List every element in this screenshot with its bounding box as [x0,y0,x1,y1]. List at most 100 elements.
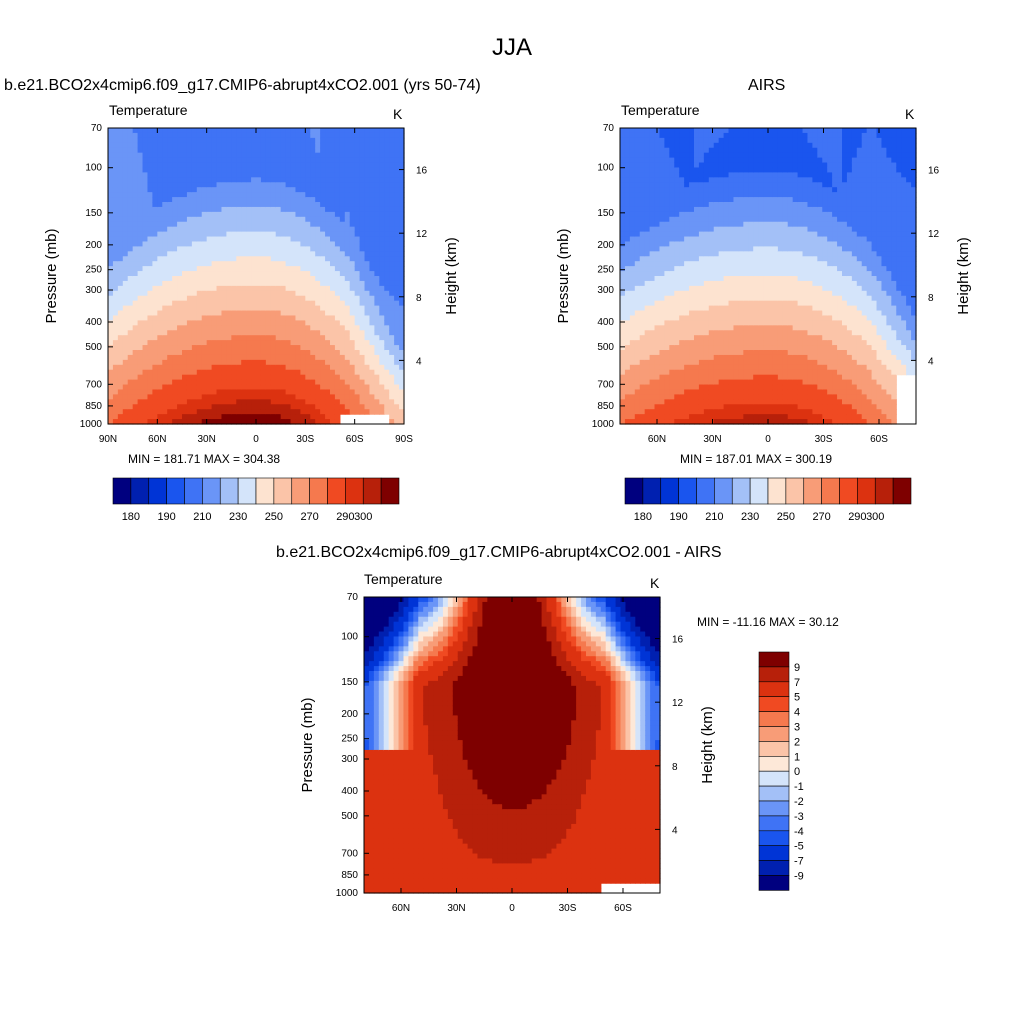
field-cell [162,379,168,386]
field-cell [127,290,134,297]
field-cell [251,290,257,297]
field-cell [305,364,311,371]
field-cell [629,320,636,326]
field-cell [275,280,282,287]
field-cell [236,128,242,134]
field-cell [684,369,690,376]
field-cell [339,221,346,228]
field-cell [659,246,665,252]
field-cell [649,251,656,257]
field-cell [122,414,129,420]
field-cell [330,335,336,341]
field-cell [689,290,695,297]
field-cell [374,192,380,198]
field-cell [137,369,144,376]
field-cell [698,325,705,331]
field-cell [320,231,326,238]
field-cell [206,261,213,267]
field-cell [216,340,223,346]
field-cell [177,182,183,188]
field-cell [349,325,356,331]
field-cell [334,182,341,188]
field-cell [364,354,371,361]
field-cell [389,271,395,277]
field-cell [634,167,641,173]
field-cell [216,231,223,238]
field-cell [694,206,700,213]
field-cell [394,241,400,247]
field-cell [384,226,390,233]
field-cell [167,251,173,257]
field-cell [354,300,361,307]
field-cell [196,300,203,307]
field-cell [290,162,297,169]
field-cell [703,182,710,188]
field-cell [334,241,341,247]
field-cell [639,206,646,213]
field-cell [325,389,331,395]
field-cell [211,394,218,400]
field-cell [325,221,331,228]
field-cell [330,369,336,376]
field-cell [674,305,680,312]
field-cell [394,285,400,292]
field-cell [330,241,336,247]
field-cell [132,251,139,257]
field-cell [186,340,193,346]
field-cell [251,305,257,312]
field-cell [127,399,134,405]
field-cell [108,276,114,282]
field-cell [379,350,385,356]
field-cell [330,330,336,336]
field-cell [157,394,163,400]
field-cell [206,404,213,410]
field-cell [270,350,277,356]
field-cell [191,330,198,336]
field-cell [344,128,351,134]
field-cell [684,354,690,361]
field-cell [649,236,656,243]
field-cell [394,142,400,149]
field-cell [384,394,390,400]
field-cell [723,354,730,361]
field-cell [147,271,153,277]
field-cell [182,305,188,312]
field-cell [689,182,695,188]
field-cell [186,325,193,331]
field-cell [310,157,316,164]
field-cell [201,409,208,415]
field-cell [718,325,725,331]
field-cell [295,177,301,183]
field-cell [325,162,331,169]
field-cell [226,147,232,154]
field-cell [659,128,665,134]
field-cell [305,280,311,287]
field-cell [241,128,247,134]
field-cell [694,290,700,297]
field-cell [723,246,730,252]
field-cell [305,379,311,386]
field-cell [108,280,114,287]
field-cell [191,414,198,420]
field-cell [669,236,675,243]
field-cell [295,226,301,233]
field-cell [117,414,124,420]
field-cell [654,147,661,154]
field-cell [384,310,390,317]
field-cell [251,404,257,410]
field-cell [231,266,237,272]
field-cell [117,256,124,262]
field-cell [241,182,247,188]
field-cell [684,290,690,297]
field-cell [265,335,272,341]
field-cell [265,266,272,272]
field-cell [152,162,158,169]
field-cell [325,285,331,292]
field-cell [305,285,311,292]
field-cell [132,315,139,321]
field-cell [310,290,316,297]
field-cell [290,315,297,321]
field-cell [389,340,395,346]
field-cell [315,394,321,400]
field-cell [669,226,675,233]
